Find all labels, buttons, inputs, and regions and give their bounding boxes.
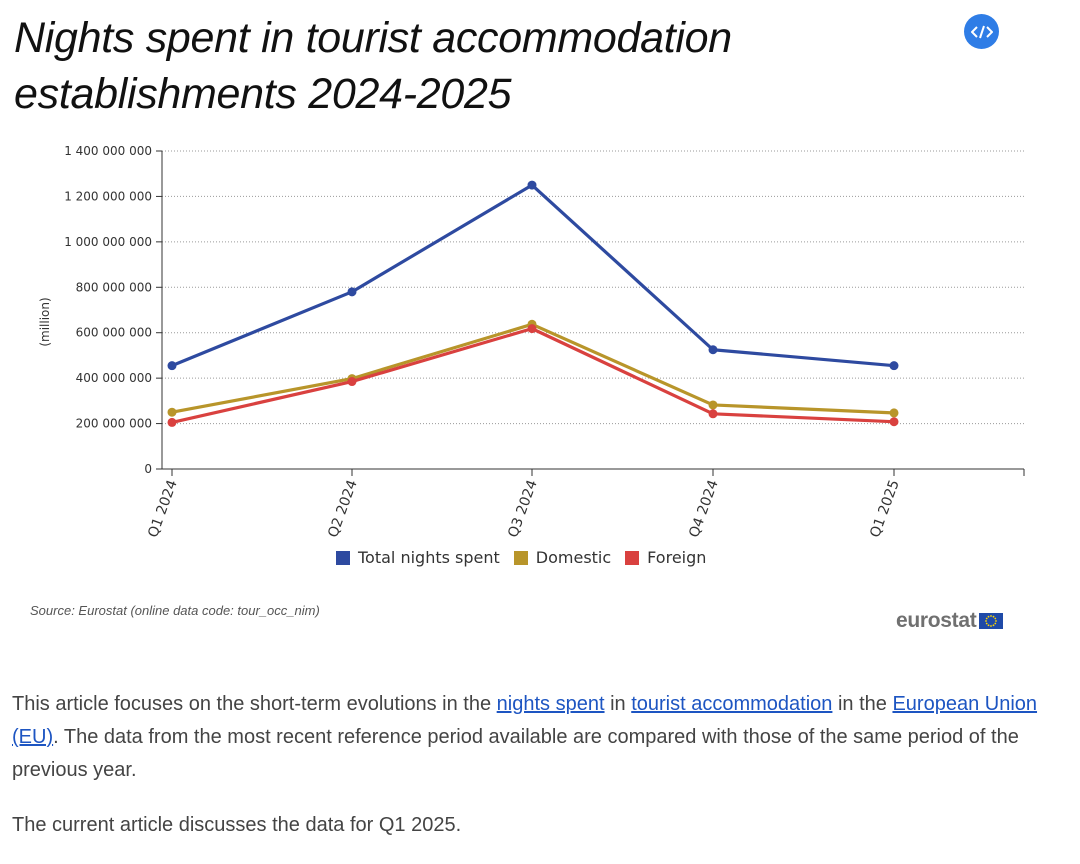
- series-line-domestic: [171, 322, 895, 415]
- eurostat-logo-text: eurostat: [896, 609, 977, 632]
- data-point: [889, 408, 899, 418]
- data-point: [708, 345, 718, 355]
- y-tick-label: 200 000 000: [76, 417, 152, 431]
- code-icon: [970, 25, 993, 38]
- chart-legend: Total nights spent Domestic Foreign: [336, 548, 706, 567]
- legend-label-domestic: Domestic: [535, 548, 612, 567]
- article-paragraph-2: The current article discusses the data f…: [12, 814, 462, 836]
- chart-source: Source: Eurostat (online data code: tour…: [30, 603, 320, 618]
- y-axis-label: (million): [38, 297, 52, 346]
- eurostat-logo: eurostat: [896, 609, 1004, 633]
- data-point: [347, 287, 357, 297]
- data-point: [708, 400, 718, 410]
- legend-label-foreign: Foreign: [647, 548, 707, 567]
- data-point: [708, 409, 718, 419]
- data-point: [167, 407, 177, 417]
- y-tick-label: 400 000 000: [76, 371, 152, 385]
- legend-swatch-domestic: [513, 550, 528, 565]
- article-paragraph-1: This article focuses on the short-term e…: [12, 688, 1042, 787]
- data-point: [889, 361, 899, 371]
- link-european-union[interactable]: European Union (EU): [12, 693, 1038, 748]
- eu-flag-icon: [979, 613, 1004, 629]
- article-text: . The data from the most recent referenc…: [12, 726, 1019, 781]
- x-tick-label: Q4 2024: [686, 478, 722, 540]
- line-chart: 0 200 000 000 400 000 000 600 000 000 800 00…: [38, 144, 1025, 540]
- y-tick-label: 600 000 000: [76, 326, 152, 340]
- legend-item-domestic[interactable]: Domestic: [513, 548, 612, 567]
- series-line-total-nights-spent: [171, 183, 895, 368]
- x-tick-label: Q1 2025: [867, 478, 903, 540]
- legend-item-total[interactable]: Total nights spent: [336, 548, 500, 567]
- x-tick-label: Q1 2024: [145, 478, 181, 540]
- data-point: [889, 417, 899, 427]
- article-text: This article focuses on the short-term e…: [12, 693, 497, 715]
- article-text: in: [604, 693, 632, 715]
- embed-code-button[interactable]: [964, 14, 999, 49]
- data-point: [167, 361, 177, 371]
- x-tick-label: Q3 2024: [505, 478, 541, 540]
- y-tick-label: 1 200 000 000: [64, 189, 152, 203]
- y-tick-label: 1 000 000 000: [64, 235, 152, 249]
- data-point: [347, 377, 357, 387]
- link-tourist-accommodation[interactable]: tourist accommodation: [631, 693, 833, 715]
- legend-label-total: Total nights spent: [358, 548, 500, 567]
- y-tick-label: 1 400 000 000: [64, 144, 152, 158]
- legend-swatch-total: [336, 550, 350, 565]
- article-text: in the: [832, 693, 893, 715]
- data-point: [527, 180, 537, 190]
- legend-swatch-foreign: [625, 550, 640, 565]
- y-tick-label: 0: [144, 462, 152, 476]
- x-tick-label: Q2 2024: [325, 478, 361, 540]
- page-title: Nights spent in tourist accommodation es…: [14, 14, 732, 118]
- data-point: [167, 417, 177, 427]
- article-body: This article focuses on the short-term e…: [12, 688, 1042, 864]
- data-point: [527, 324, 537, 334]
- y-tick-label: 800 000 000: [76, 280, 152, 294]
- link-nights-spent[interactable]: nights spent: [496, 693, 605, 715]
- legend-item-foreign[interactable]: Foreign: [625, 548, 706, 567]
